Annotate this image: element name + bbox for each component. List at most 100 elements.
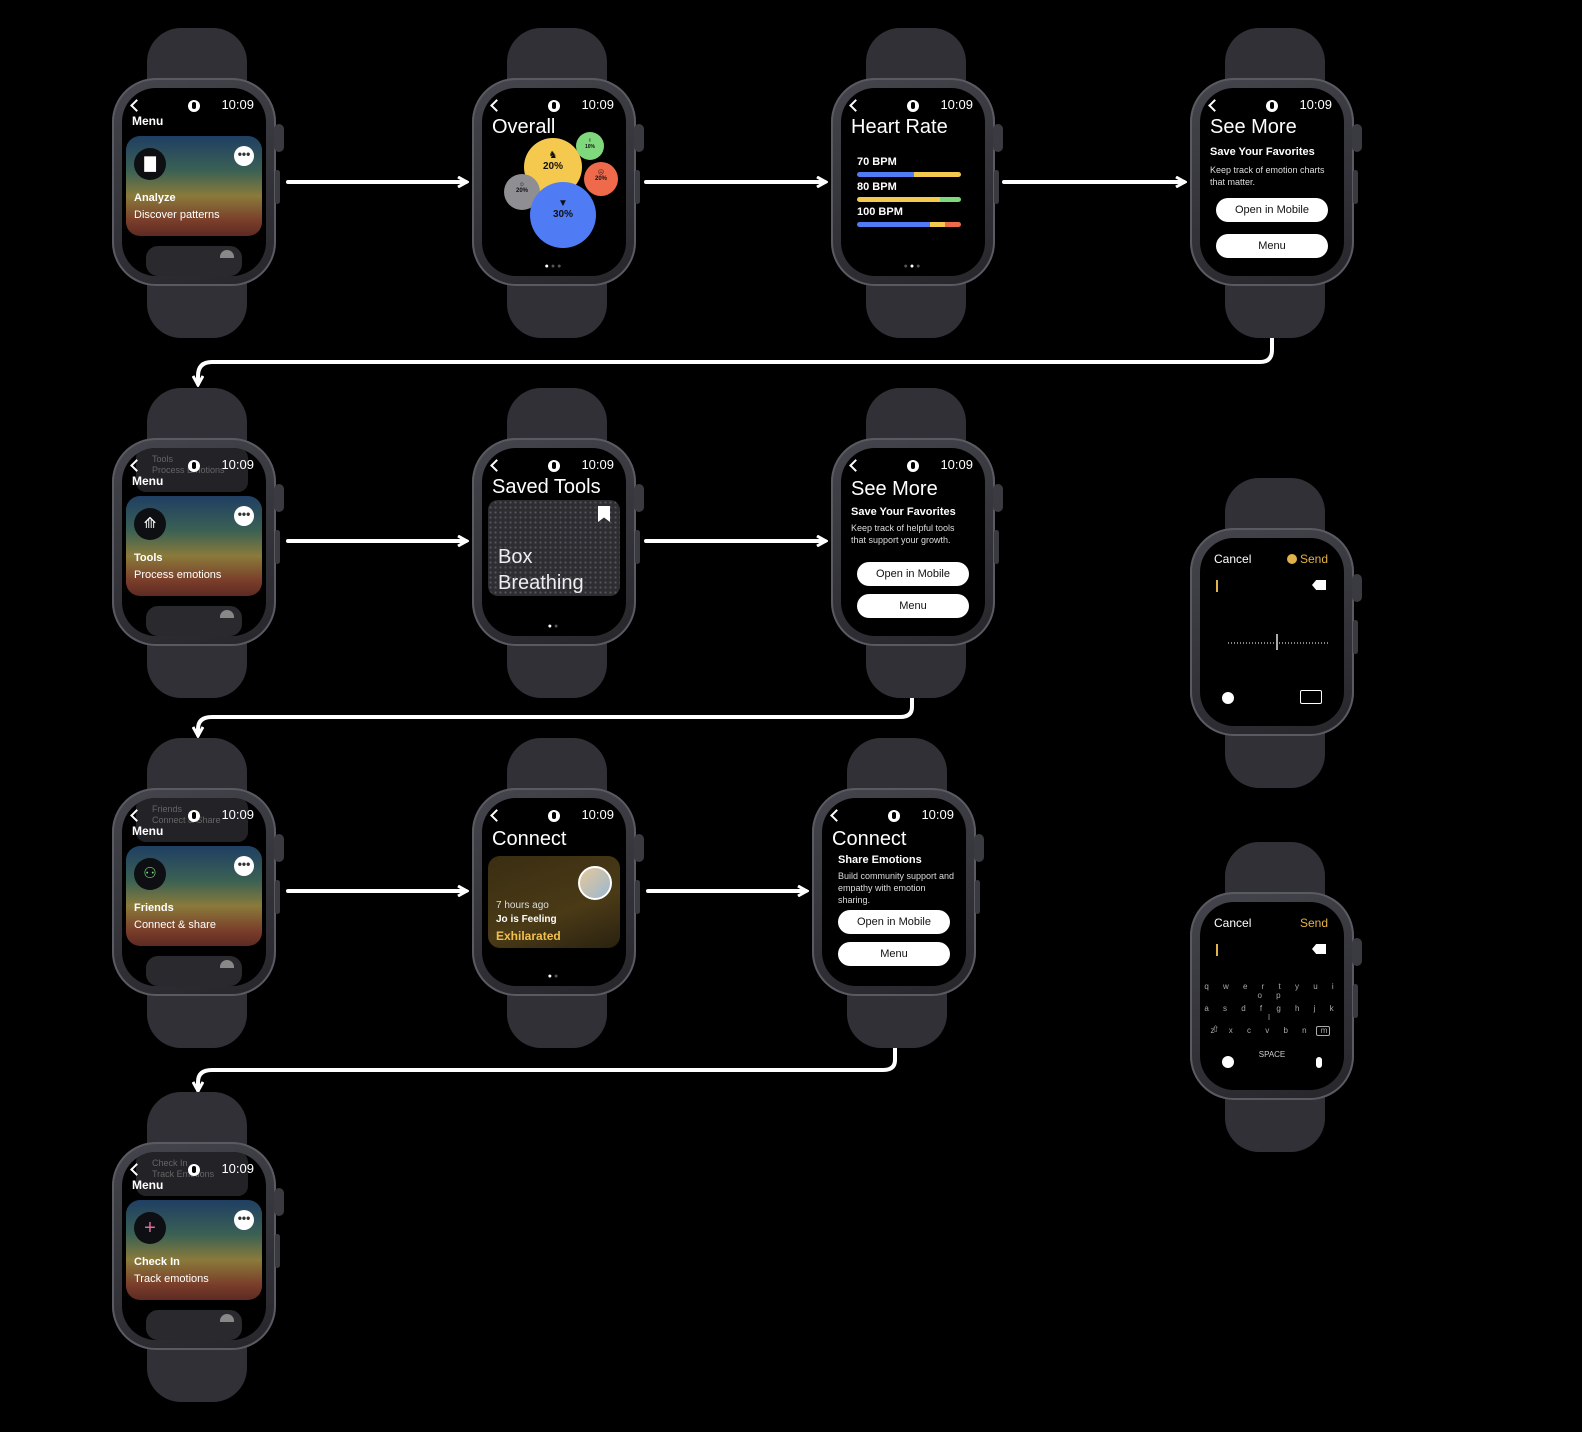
page-indicator: ●●● <box>903 263 923 270</box>
back-chevron-icon[interactable] <box>849 99 862 112</box>
space-key[interactable]: SPACE <box>1258 1050 1286 1059</box>
menu-button[interactable]: Menu <box>857 594 969 618</box>
digital-crown[interactable] <box>274 834 284 862</box>
more-options-icon[interactable]: ••• <box>234 1210 254 1230</box>
back-chevron-icon[interactable] <box>1208 99 1221 112</box>
menu-button[interactable]: Menu <box>1216 234 1328 258</box>
delete-icon[interactable] <box>1312 580 1326 590</box>
mic-icon <box>548 460 560 472</box>
mic-icon <box>548 810 560 822</box>
friend-feeling-card[interactable]: 7 hours ago Jo is Feeling Exhilarated <box>488 856 620 948</box>
tools-card[interactable]: ⟰ ••• Tools Process emotions <box>126 496 262 596</box>
digital-crown[interactable] <box>1352 574 1362 602</box>
next-card-peek[interactable] <box>146 1310 242 1340</box>
back-chevron-icon[interactable] <box>849 459 862 472</box>
emotion-bubble-thumbs-down[interactable]: ▼ 30% <box>530 182 596 248</box>
open-in-mobile-button[interactable]: Open in Mobile <box>857 562 969 586</box>
next-card-peek[interactable] <box>146 606 242 636</box>
cat-face-icon: ☺ <box>518 182 526 188</box>
page-indicator: ●●● <box>544 263 564 270</box>
friends-card[interactable]: ⚇ ••• Friends Connect & share <box>126 846 262 946</box>
watch-heart-rate: 10:09 Heart Rate 70 BPM 80 BPM 100 BPM ●… <box>831 28 1003 338</box>
digital-crown[interactable] <box>274 484 284 512</box>
feeling-line: Jo is Feeling <box>496 914 557 925</box>
shift-icon[interactable]: ⇧ <box>1212 1024 1220 1034</box>
back-chevron-icon[interactable] <box>490 99 503 112</box>
mic-icon <box>188 1164 200 1176</box>
menu-button[interactable]: Menu <box>838 942 950 966</box>
waveform-marker <box>1276 634 1278 650</box>
mic-icon <box>548 100 560 112</box>
next-card-peek[interactable] <box>146 956 242 986</box>
watch-overall: 10:09 Overall ♞ 20% ✌ 10% ☹ 20% ☺ 20% ▼ 30% ●… <box>472 28 644 338</box>
watch-keyboard: Cancel Send q w e r t y u i o p a s d f … <box>1190 842 1362 1152</box>
back-chevron-icon[interactable] <box>130 99 143 112</box>
checkin-card[interactable]: + ••• Check In Track emotions <box>126 1200 262 1300</box>
emoji-icon[interactable] <box>1222 692 1234 704</box>
digital-crown[interactable] <box>274 1188 284 1216</box>
analyze-card[interactable]: ▇ ••• Analyze Discover patterns <box>126 136 262 236</box>
cancel-button[interactable]: Cancel <box>1214 916 1252 930</box>
screen-connect: 10:09 Connect 7 hours ago Jo is Feeling … <box>482 798 626 986</box>
page-indicator: ●● <box>547 973 561 980</box>
card-title: Friends <box>134 902 174 914</box>
bookmark-icon[interactable] <box>598 506 610 522</box>
screen-keyboard: Cancel Send q w e r t y u i o p a s d f … <box>1200 902 1344 1090</box>
saved-tool-card[interactable]: Box Breathing <box>488 500 620 596</box>
open-in-mobile-button[interactable]: Open in Mobile <box>838 910 950 934</box>
more-options-icon[interactable]: ••• <box>234 856 254 876</box>
keyboard-icon[interactable] <box>1300 690 1322 704</box>
mic-icon <box>1266 100 1278 112</box>
digital-crown[interactable] <box>993 124 1003 152</box>
more-options-icon[interactable]: ••• <box>234 506 254 526</box>
screen-connect-share: 10:09 Connect Share Emotions Build commu… <box>822 798 966 986</box>
card-subtitle: Connect & share <box>134 919 216 931</box>
text-cursor[interactable] <box>1216 944 1218 956</box>
card-subtitle: Track emotions <box>134 1273 209 1285</box>
emotion-bubble-victory[interactable]: ✌ 10% <box>576 132 604 160</box>
emoji-icon[interactable] <box>1222 1056 1234 1068</box>
section-body: Build community support and empathy with… <box>838 871 955 905</box>
back-chevron-icon[interactable] <box>490 809 503 822</box>
digital-crown[interactable] <box>634 124 644 152</box>
digital-crown[interactable] <box>634 834 644 862</box>
send-button[interactable]: Send <box>1286 552 1328 566</box>
delete-icon[interactable] <box>1312 944 1326 954</box>
screen-see-more: 10:09 See More Save Your Favorites Keep … <box>841 448 985 636</box>
thumbs-down-icon: ▼ <box>558 198 568 209</box>
tool-name: Box Breathing <box>498 546 584 594</box>
more-options-icon[interactable]: ••• <box>234 146 254 166</box>
emotion-bubble-angry[interactable]: ☹ 20% <box>584 162 618 196</box>
page-indicator: ●● <box>547 623 561 630</box>
next-card-peek[interactable] <box>146 246 242 276</box>
pen-tool-icon: ⟰ <box>134 508 166 540</box>
screen-saved-tools: 10:09 Saved Tools Box Breathing ●● <box>482 448 626 636</box>
page-title: Connect <box>492 828 567 850</box>
keyboard-row-3[interactable]: z x c v b n m <box>1210 1026 1334 1035</box>
watch-dictation: Cancel Send <box>1190 478 1362 788</box>
keyboard-row-1[interactable]: q w e r t y u i o p <box>1204 982 1340 1000</box>
digital-crown[interactable] <box>274 124 284 152</box>
menu-label: Menu <box>132 1178 164 1192</box>
avatar <box>578 866 612 900</box>
digital-crown[interactable] <box>974 834 984 862</box>
arrow-share-to-checkin <box>198 1046 897 1090</box>
digital-crown[interactable] <box>1352 124 1362 152</box>
bpm-bar <box>857 197 961 202</box>
back-chevron-icon[interactable] <box>830 809 843 822</box>
mic-icon[interactable] <box>1316 1057 1322 1068</box>
digital-crown[interactable] <box>634 484 644 512</box>
digital-crown[interactable] <box>993 484 1003 512</box>
keyboard-row-2[interactable]: a s d f g h j k l <box>1204 1004 1340 1022</box>
digital-crown[interactable] <box>1352 938 1362 966</box>
cancel-button[interactable]: Cancel <box>1214 552 1252 566</box>
back-chevron-icon[interactable] <box>490 459 503 472</box>
victory-hand-icon: ✌ <box>587 138 593 144</box>
status-time: 10:09 <box>940 97 973 112</box>
keyboard-toggle-icon[interactable] <box>1316 1026 1330 1036</box>
text-cursor[interactable] <box>1216 580 1218 592</box>
bpm-bar-segment <box>857 222 930 227</box>
open-in-mobile-button[interactable]: Open in Mobile <box>1216 198 1328 222</box>
status-time: 10:09 <box>221 97 254 112</box>
send-button[interactable]: Send <box>1299 916 1328 930</box>
